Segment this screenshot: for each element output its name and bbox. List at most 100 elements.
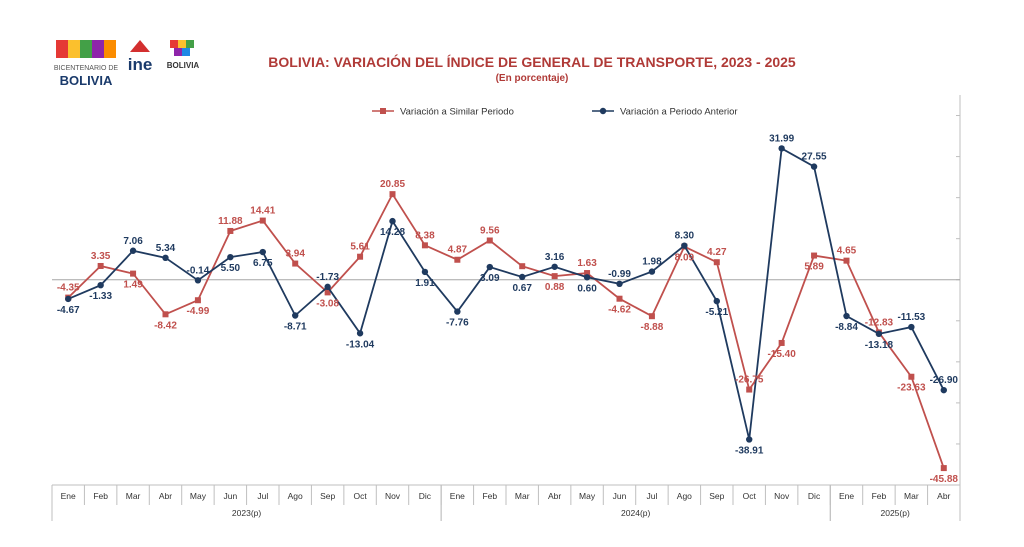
x-axis: Ene Feb Mar Abr May Jun Jul Ago Sep Oct Nov Dic Ene F…	[51, 484, 961, 521]
x-tick-label: Mar	[515, 491, 530, 501]
chart-subtitle: (En porcentaje)	[496, 73, 569, 84]
data-label: -26.90	[930, 375, 959, 386]
data-point	[616, 295, 623, 302]
x-tick-label: Ago	[288, 491, 303, 501]
ine-logo: ine	[128, 40, 152, 74]
data-label: 5.34	[156, 243, 176, 254]
data-label: -11.53	[897, 312, 925, 323]
chart-title: BOLIVIA: VARIACIÓN DEL ÍNDICE DE GENERAL…	[268, 53, 796, 70]
x-tick-label: Ago	[677, 491, 692, 501]
data-label: -1.73	[316, 272, 339, 283]
data-point	[908, 373, 915, 380]
data-label: 3.16	[545, 252, 565, 263]
bicentenario-logo: BICENTENARIO DE BOLIVIA	[54, 40, 118, 88]
data-point	[259, 217, 266, 224]
x-tick-label: Jun	[223, 491, 237, 501]
data-label: 9.56	[480, 225, 500, 236]
data-label: -0.14	[187, 265, 210, 276]
data-point	[259, 248, 266, 256]
data-label: -8.42	[154, 320, 177, 331]
x-tick-label: Abr	[159, 491, 172, 501]
data-label: -26.75	[735, 375, 764, 386]
data-label: 8.09	[675, 253, 695, 264]
series-line-anterior	[67, 146, 945, 440]
x-tick-label: Nov	[774, 491, 790, 501]
data-point	[389, 217, 396, 225]
data-point	[778, 145, 785, 152]
x-tick-label: Feb	[93, 491, 108, 501]
x-tick-label: Jul	[257, 491, 268, 501]
data-point	[713, 259, 720, 266]
x-tick-label: Nov	[385, 491, 401, 501]
institutional-logos: BICENTENARIO DE BOLIVIA ine BOLIVIA	[54, 40, 199, 88]
x-tick-label: Oct	[353, 491, 367, 501]
x-tick-label: Ene	[450, 491, 465, 501]
year-group-label: 2024(p)	[621, 508, 650, 518]
data-label: 1.63	[577, 258, 597, 269]
x-tick-label: Mar	[904, 491, 919, 501]
data-point	[324, 283, 331, 291]
data-point	[616, 280, 623, 288]
data-label: 5.89	[804, 262, 824, 273]
data-label: -45.88	[930, 474, 959, 485]
data-point	[65, 295, 72, 303]
data-point	[356, 330, 364, 337]
data-point	[713, 297, 720, 305]
legend-marker	[599, 107, 607, 115]
data-point	[746, 436, 753, 443]
data-point	[811, 252, 818, 259]
data-label: 27.55	[802, 152, 827, 163]
x-tick-label: Jun	[613, 491, 627, 501]
bicentenario-text-2: BOLIVIA	[60, 73, 113, 88]
data-point	[389, 191, 396, 198]
data-label: -5.21	[705, 307, 728, 318]
year-group-label: 2023(p)	[232, 508, 261, 518]
x-tick-label: Oct	[743, 491, 757, 501]
data-point	[519, 263, 526, 270]
data-label: 14.28	[380, 227, 405, 238]
data-label: 6.75	[253, 258, 273, 269]
x-tick-label: Feb	[482, 491, 497, 501]
data-point	[292, 260, 299, 267]
data-point	[194, 277, 202, 284]
data-label: 8.30	[675, 231, 695, 242]
data-point	[940, 465, 947, 472]
data-label: -12.83	[865, 317, 894, 328]
data-point	[551, 263, 558, 270]
x-tick-label: Dic	[419, 491, 432, 501]
year-group-label: 2025(p)	[880, 508, 909, 518]
data-label: 0.67	[512, 283, 532, 294]
data-point	[584, 270, 591, 277]
data-label: -4.35	[57, 283, 80, 294]
data-point	[778, 339, 785, 346]
legend-marker	[380, 108, 386, 114]
data-point	[130, 270, 137, 277]
x-tick-label: Sep	[320, 491, 335, 501]
data-label: -23.63	[897, 383, 926, 394]
data-point	[486, 237, 493, 244]
data-label: 1.98	[642, 257, 662, 268]
data-label: -8.84	[835, 322, 858, 333]
data-label: 20.85	[380, 179, 405, 190]
data-label: -0.99	[608, 269, 631, 280]
data-point	[227, 227, 234, 234]
data-label: 4.87	[448, 245, 468, 256]
series-layer	[65, 145, 947, 472]
data-point	[454, 256, 461, 263]
data-point	[551, 273, 558, 280]
data-point	[648, 313, 655, 320]
data-label: -1.33	[89, 291, 112, 302]
series-line-similar	[67, 192, 945, 469]
data-label: 5.61	[350, 242, 370, 253]
x-tick-label: Dic	[808, 491, 821, 501]
data-point	[324, 289, 331, 296]
data-point	[421, 268, 429, 276]
data-label: -8.71	[284, 321, 307, 332]
data-label: -13.18	[865, 340, 894, 351]
data-point	[97, 262, 104, 269]
legend-label: Variación a Similar Periodo	[400, 107, 514, 118]
data-label: 3.94	[285, 249, 305, 260]
data-label: 0.60	[577, 283, 597, 294]
x-tick-label: Ene	[839, 491, 854, 501]
